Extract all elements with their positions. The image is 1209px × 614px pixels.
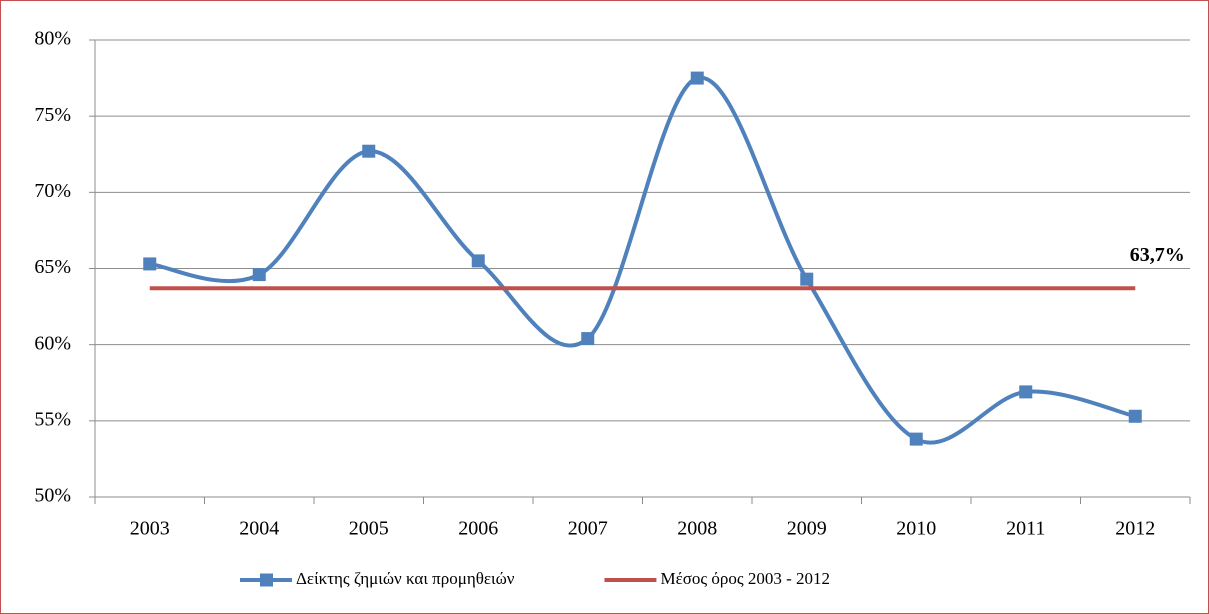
y-tick-label: 55% (34, 408, 71, 430)
y-tick-label: 75% (34, 104, 71, 126)
x-tick-label: 2012 (1115, 518, 1155, 540)
legend-label: Δείκτης ζημιών και προμηθειών (296, 569, 515, 588)
legend-marker (260, 573, 273, 587)
data-label: 63,7% (1130, 244, 1185, 266)
x-tick-label: 2005 (349, 518, 389, 540)
marker (1019, 385, 1033, 399)
x-tick-label: 2011 (1006, 518, 1045, 540)
legend-label: Μέσος όρος 2003 - 2012 (660, 569, 830, 588)
x-tick-label: 2006 (458, 518, 498, 540)
marker (690, 71, 704, 85)
y-tick-label: 65% (34, 256, 71, 278)
x-tick-label: 2004 (239, 518, 279, 540)
y-tick-label: 70% (34, 180, 71, 202)
x-tick-label: 2003 (130, 518, 170, 540)
x-tick-label: 2008 (677, 518, 717, 540)
marker (909, 432, 923, 446)
x-tick-label: 2010 (896, 518, 936, 540)
marker (471, 254, 485, 268)
marker (800, 272, 814, 286)
marker (1128, 409, 1142, 423)
x-tick-label: 2007 (568, 518, 608, 540)
y-tick-label: 80% (34, 28, 71, 50)
legend: Δείκτης ζημιών και προμηθειών Μέσος όρος … (240, 569, 830, 588)
marker (362, 144, 376, 158)
marker (143, 257, 157, 271)
y-tick-label: 50% (34, 485, 71, 507)
x-tick-label: 2009 (787, 518, 827, 540)
marker (252, 268, 266, 282)
marker (581, 332, 595, 346)
y-tick-label: 60% (34, 332, 71, 354)
series-line (149, 75, 1136, 445)
